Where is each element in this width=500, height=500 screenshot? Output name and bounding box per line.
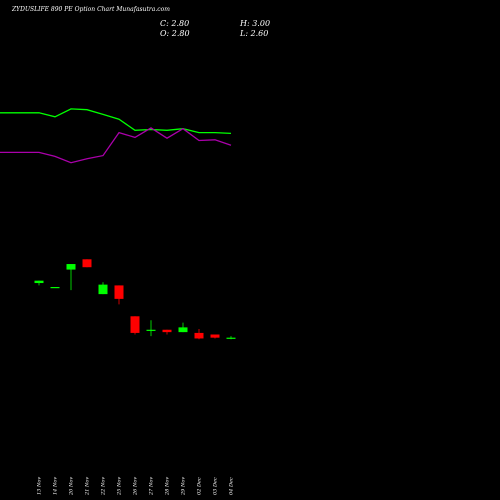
- indicator-line-2: [0, 127, 232, 164]
- candle-body: [50, 287, 60, 289]
- candle: [114, 285, 124, 305]
- candle-body: [130, 316, 140, 333]
- candle: [178, 322, 188, 333]
- x-tick-label: 20 Nov: [69, 477, 75, 496]
- low-readout: L: 2.60: [239, 29, 268, 38]
- x-tick-label: 22 Nov: [101, 477, 107, 496]
- candle-body: [210, 334, 220, 338]
- x-tick-label: 26 Nov: [133, 477, 139, 496]
- chart-title: ZYDUSLIFE 890 PE Option Chart Munafasutr…: [11, 6, 170, 13]
- candle-body: [114, 285, 124, 299]
- candle: [194, 328, 204, 340]
- candle-body: [226, 337, 236, 339]
- candle-body: [146, 329, 156, 331]
- x-tick-label: 27 Nov: [149, 477, 155, 496]
- x-axis-labels: 13 Nov 14 Nov 20 Nov 21 Nov 22 Nov 25 Nov 26 N…: [37, 477, 235, 496]
- candle: [226, 336, 236, 340]
- candle: [98, 282, 108, 295]
- indicator-line-1: [0, 108, 232, 135]
- close-readout: C: 2.80: [160, 19, 189, 28]
- x-tick-label: 04 Dec: [229, 477, 235, 495]
- x-tick-label: 25 Nov: [117, 477, 123, 496]
- candle-body: [162, 329, 172, 333]
- candle: [66, 264, 76, 291]
- candle: [162, 329, 172, 335]
- x-tick-label: 13 Nov: [37, 477, 43, 495]
- x-tick-label: 14 Nov: [53, 477, 59, 495]
- candle-body: [194, 332, 204, 339]
- candle-body: [82, 259, 92, 268]
- candle-body: [98, 284, 108, 295]
- candle-body: [34, 280, 44, 284]
- x-tick-label: 03 Dec: [213, 477, 219, 495]
- candle: [34, 280, 44, 286]
- candle: [82, 259, 92, 268]
- x-tick-label: 28 Nov: [165, 477, 171, 496]
- candle-body: [66, 264, 76, 270]
- x-tick-label: 21 Nov: [85, 477, 91, 496]
- candle: [130, 316, 140, 335]
- high-readout: H: 3.00: [239, 19, 270, 28]
- indicator-lines: [0, 108, 232, 164]
- candle-body: [178, 327, 188, 333]
- candle: [50, 287, 60, 289]
- candle: [210, 334, 220, 339]
- x-tick-label: 29 Nov: [181, 477, 187, 496]
- open-readout: O: 2.80: [160, 29, 190, 38]
- x-tick-label: 02 Dec: [197, 477, 203, 495]
- candle: [146, 320, 156, 337]
- candles: [34, 259, 236, 340]
